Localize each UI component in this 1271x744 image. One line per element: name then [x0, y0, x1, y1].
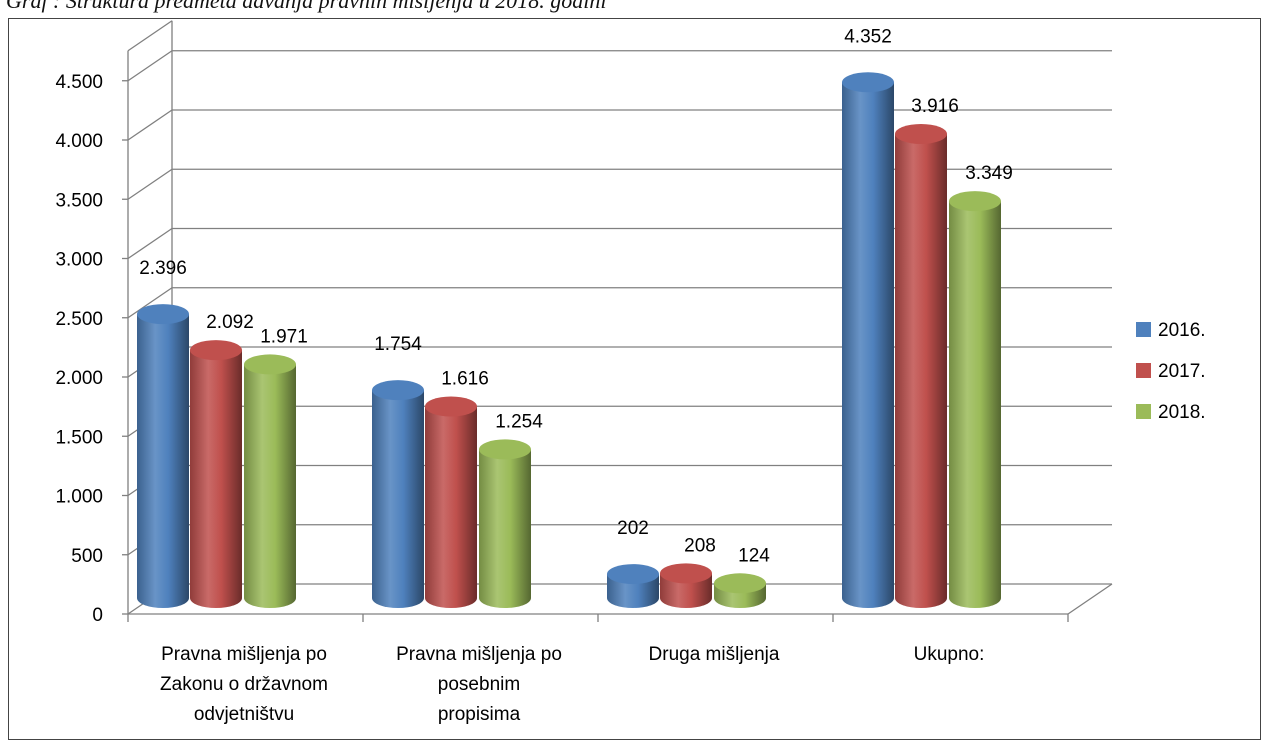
y-tick-label: 2.500 [55, 309, 103, 330]
bar-2017. [660, 573, 712, 608]
bar-2016. [842, 82, 894, 608]
bar-top-2018. [949, 191, 1001, 212]
bar-2016. [372, 390, 424, 608]
gridline-side [127, 227, 173, 260]
data-label: 4.352 [844, 26, 892, 47]
gridline-side [127, 168, 173, 200]
bar-2017. [895, 133, 947, 609]
y-tick-label: 4.500 [55, 72, 103, 93]
bar-top-2018. [714, 573, 766, 594]
data-label: 1.754 [374, 334, 422, 355]
category-label: Ukupno: [914, 644, 985, 665]
legend-label: 2016. [1158, 320, 1206, 341]
y-tick-label: 3.000 [55, 250, 103, 271]
legend-swatch-2017. [1136, 363, 1151, 378]
legend-label: 2018. [1158, 402, 1206, 423]
y-tick-label: 1.000 [55, 487, 103, 508]
bar-top-2016. [842, 72, 894, 93]
y-tick-label: 1.500 [55, 427, 103, 448]
data-label: 1.254 [495, 411, 543, 432]
category-label: posebnim [438, 674, 520, 695]
bar-2018. [479, 449, 531, 608]
gridline-side [127, 109, 173, 141]
data-label: 1.616 [441, 369, 489, 390]
y-tick-label: 2.000 [55, 368, 103, 389]
data-label: 3.349 [965, 163, 1013, 184]
bar-top-2017. [660, 563, 712, 584]
bar-top-2018. [244, 354, 296, 375]
category-label: Druga mišljenja [649, 644, 780, 665]
bar-layer [137, 72, 1001, 609]
bar-2016. [137, 314, 189, 608]
chart-caption: Graf : Struktura predmeta davanja pravni… [6, 0, 607, 13]
y-tick-label: 0 [92, 605, 103, 626]
data-label-layer: 2.396 2.092 1.971 1.754 1.616 1.254 202 208 124 4… [139, 26, 1013, 566]
gridline-side [127, 287, 173, 319]
data-label: 2.092 [206, 312, 254, 333]
bar-2018. [244, 364, 296, 608]
data-label: 208 [684, 535, 716, 556]
y-tick-label: 4.000 [55, 131, 103, 152]
y-tick-label: 500 [71, 546, 103, 567]
legend-label: 2017. [1158, 361, 1206, 382]
category-label: propisima [438, 704, 521, 725]
bar-2017. [190, 350, 242, 608]
gridline-side [127, 50, 173, 82]
bar-top-2017. [425, 396, 477, 417]
legend-swatch-2016. [1136, 322, 1151, 337]
data-label: 1.971 [260, 326, 308, 347]
data-label: 202 [617, 518, 649, 539]
category-label: odvjetništvu [194, 704, 294, 725]
y-tick-label: 3.500 [55, 190, 103, 211]
legend-swatch-2018. [1136, 404, 1151, 419]
category-label: Pravna mišljenja po [161, 644, 327, 665]
category-label: Pravna mišljenja po [396, 644, 562, 665]
bar-top-2016. [607, 564, 659, 585]
data-label: 3.916 [911, 96, 959, 117]
side-wall-top-edge [127, 20, 173, 52]
data-label: 124 [738, 545, 770, 566]
bar-2017. [425, 406, 477, 608]
bar-top-2017. [190, 340, 242, 361]
bar-top-2016. [372, 380, 424, 401]
data-label: 2.396 [139, 258, 187, 279]
floor-right-edge [1067, 583, 1113, 615]
category-label: Zakonu o državnom [160, 674, 328, 695]
bar-top-2018. [479, 439, 531, 460]
axis-layer: 0 500 1.000 1.500 2.000 2.500 3.000 3.500 4.000 4… [55, 50, 1113, 725]
bar-top-2016. [137, 304, 189, 325]
bar-top-2017. [895, 123, 947, 144]
legend: 2016. 2017. 2018. [1136, 320, 1206, 423]
bar-2018. [949, 201, 1001, 608]
